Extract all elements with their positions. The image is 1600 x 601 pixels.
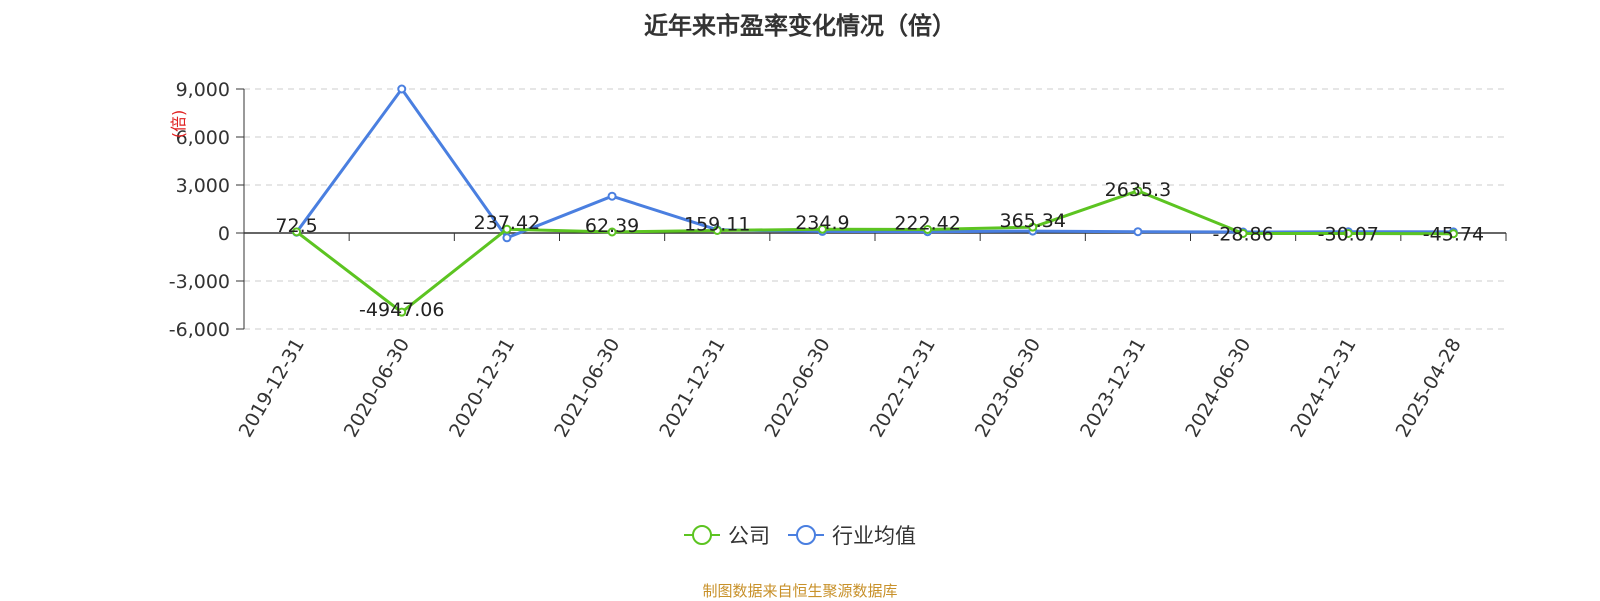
data-point-industry-average [397, 84, 407, 94]
data-point-industry-average [502, 233, 512, 243]
legend-item-industry-average[interactable]: 行业均值 [788, 520, 916, 550]
data-point-company [607, 227, 617, 237]
legend-company-line-icon [684, 525, 720, 545]
data-label-company: -45.74 [1423, 224, 1484, 246]
data-point-company [1133, 186, 1143, 196]
data-point-company [817, 224, 827, 234]
data-label-company: -28.86 [1212, 223, 1273, 245]
x-tick-label: 2021-12-31 [655, 335, 729, 442]
x-tick-label: 2021-06-30 [550, 335, 624, 442]
data-label-company: 234.9 [795, 212, 849, 234]
y-tick-label: 6,000 [176, 127, 230, 149]
data-point-company [1238, 228, 1248, 238]
data-label-company: 62.39 [585, 215, 639, 237]
x-tick-label: 2025-04-28 [1391, 335, 1465, 442]
data-label-company: -4947.06 [359, 299, 444, 321]
data-point-industry-average [1133, 227, 1143, 237]
legend-item-company[interactable]: 公司 [684, 520, 770, 550]
data-label-company: 237.42 [474, 212, 540, 234]
series-line-company [295, 189, 1454, 314]
data-point-company [1448, 229, 1458, 239]
data-point-company [502, 224, 512, 234]
data-label-company: 159.11 [684, 213, 750, 235]
y-tick-label: 9,000 [176, 79, 230, 101]
legend: 公司 行业均值 [0, 520, 1600, 550]
series-lines [292, 84, 1458, 317]
x-tick-label: 2020-06-30 [340, 335, 414, 442]
data-labels: 72.5 -4947.06 237.42 62.39 159.11 234.9 222.42… [275, 179, 1484, 321]
x-tick-label: 2020-12-31 [445, 335, 519, 442]
data-label-company: 72.5 [275, 215, 317, 237]
series-line-industry-average [295, 87, 1454, 240]
data-label-company: 365.34 [1000, 210, 1066, 232]
legend-company-label: 公司 [728, 524, 770, 548]
data-point-industry-average [607, 191, 617, 201]
data-label-company: 2635.3 [1105, 179, 1171, 201]
data-point-company [292, 227, 302, 237]
legend-industry-label: 行业均值 [832, 524, 916, 548]
data-label-company: 222.42 [894, 212, 960, 234]
grid-lines [244, 88, 1506, 330]
data-point-company [397, 307, 407, 317]
y-tick-label: 3,000 [176, 175, 230, 197]
y-tick-label: -3,000 [169, 271, 230, 293]
data-point-company [1343, 228, 1353, 238]
x-tick-label: 2023-06-30 [971, 335, 1045, 442]
data-label-company: -30.07 [1318, 223, 1379, 245]
y-tick-label: 0 [218, 223, 230, 245]
y-axis-unit-label: (倍) [169, 110, 188, 139]
x-tick-label: 2023-12-31 [1076, 335, 1150, 442]
data-point-company [712, 225, 722, 235]
x-tick-label: 2019-12-31 [235, 335, 309, 442]
data-point-company [1028, 222, 1038, 232]
x-tick-label: 2024-06-30 [1181, 335, 1255, 442]
data-source-note: 制图数据来自恒生聚源数据库 [702, 582, 898, 600]
legend-industry-line-icon [788, 525, 824, 545]
data-point-company [923, 224, 933, 234]
chart-title: 近年来市盈率变化情况（倍） [644, 12, 956, 40]
x-tick-label: 2022-06-30 [760, 335, 834, 442]
x-tick-label: 2024-12-31 [1286, 335, 1360, 442]
x-tick-label: 2022-12-31 [866, 334, 940, 441]
y-tick-label: -6,000 [169, 319, 230, 341]
